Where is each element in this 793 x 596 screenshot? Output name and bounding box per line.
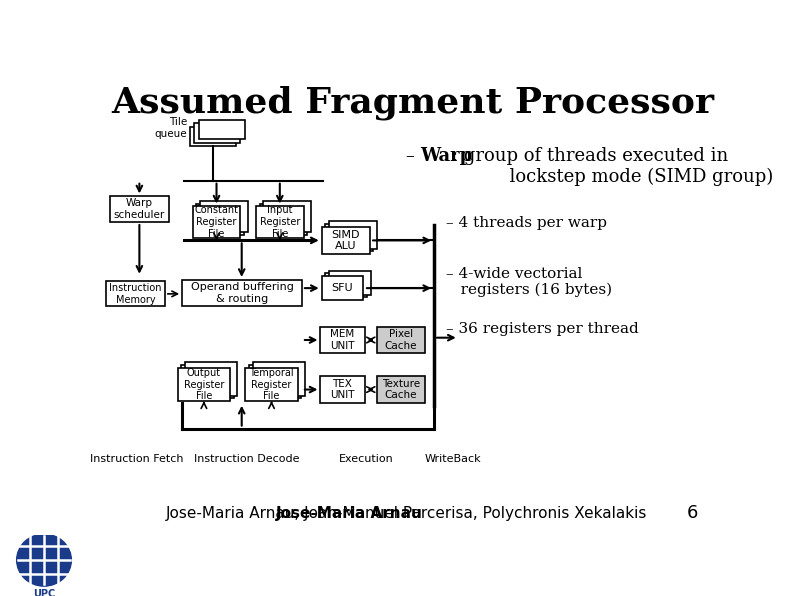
FancyBboxPatch shape [320, 376, 365, 403]
FancyBboxPatch shape [325, 224, 374, 252]
FancyBboxPatch shape [186, 362, 237, 396]
FancyBboxPatch shape [190, 126, 236, 146]
Text: Jose-Maria Arnau, Joan-Manuel Parcerisa, Polychronis Xekalakis: Jose-Maria Arnau, Joan-Manuel Parcerisa,… [166, 505, 647, 520]
Text: Instruction Fetch: Instruction Fetch [90, 454, 184, 464]
Text: Warp: Warp [420, 147, 472, 165]
FancyBboxPatch shape [329, 271, 371, 294]
Text: Jose-Maria Arnau: Jose-Maria Arnau [276, 505, 423, 520]
Text: Assumed Fragment Processor: Assumed Fragment Processor [111, 85, 714, 120]
FancyBboxPatch shape [200, 201, 248, 232]
Text: – 36 registers per thread: – 36 registers per thread [446, 322, 639, 336]
Text: Operand buffering
& routing: Operand buffering & routing [190, 283, 293, 304]
FancyBboxPatch shape [106, 281, 165, 306]
FancyBboxPatch shape [193, 206, 240, 238]
Text: Warp
scheduler: Warp scheduler [113, 198, 165, 220]
FancyBboxPatch shape [182, 280, 302, 306]
FancyBboxPatch shape [263, 201, 311, 232]
FancyBboxPatch shape [178, 368, 230, 401]
FancyBboxPatch shape [320, 327, 365, 353]
Text: Tile
queue: Tile queue [155, 117, 187, 139]
Text: – 4-wide vectorial
   registers (16 bytes): – 4-wide vectorial registers (16 bytes) [446, 266, 612, 297]
Text: Instruction
Memory: Instruction Memory [109, 283, 162, 305]
Circle shape [17, 534, 71, 586]
FancyBboxPatch shape [377, 376, 425, 403]
FancyBboxPatch shape [259, 204, 308, 235]
Text: MEM
UNIT: MEM UNIT [330, 329, 354, 351]
Text: WriteBack: WriteBack [424, 454, 481, 464]
Text: SIMD
ALU: SIMD ALU [331, 229, 360, 251]
Text: –: – [407, 147, 421, 165]
FancyBboxPatch shape [253, 362, 305, 396]
Text: UPC: UPC [33, 589, 56, 596]
Text: SFU: SFU [331, 283, 354, 293]
Text: Execution: Execution [339, 454, 394, 464]
FancyBboxPatch shape [256, 206, 304, 238]
FancyBboxPatch shape [199, 120, 245, 139]
FancyBboxPatch shape [245, 368, 297, 401]
FancyBboxPatch shape [194, 123, 240, 142]
FancyBboxPatch shape [110, 196, 169, 222]
FancyBboxPatch shape [322, 226, 370, 254]
Text: TEX
UNIT: TEX UNIT [330, 378, 354, 401]
FancyBboxPatch shape [182, 365, 234, 398]
Text: Constant
Register
File: Constant Register File [194, 206, 239, 238]
FancyBboxPatch shape [249, 365, 301, 398]
Text: Output
Register
File: Output Register File [184, 368, 224, 401]
Text: – 4 threads per warp: – 4 threads per warp [446, 216, 607, 230]
FancyBboxPatch shape [325, 274, 367, 297]
Text: Texture
Cache: Texture Cache [381, 378, 420, 401]
Text: Instruction Decode: Instruction Decode [193, 454, 300, 464]
FancyBboxPatch shape [377, 327, 425, 353]
Text: 6: 6 [687, 504, 699, 522]
Text: Temporal
Register
File: Temporal Register File [249, 368, 294, 401]
FancyBboxPatch shape [322, 276, 363, 300]
Text: Pixel
Cache: Pixel Cache [385, 329, 417, 351]
Text: Input
Register
File: Input Register File [259, 206, 300, 238]
FancyBboxPatch shape [196, 204, 244, 235]
Text: : group of threads executed in
          lockstep mode (SIMD group): : group of threads executed in lockstep … [452, 147, 773, 187]
FancyBboxPatch shape [329, 221, 377, 249]
